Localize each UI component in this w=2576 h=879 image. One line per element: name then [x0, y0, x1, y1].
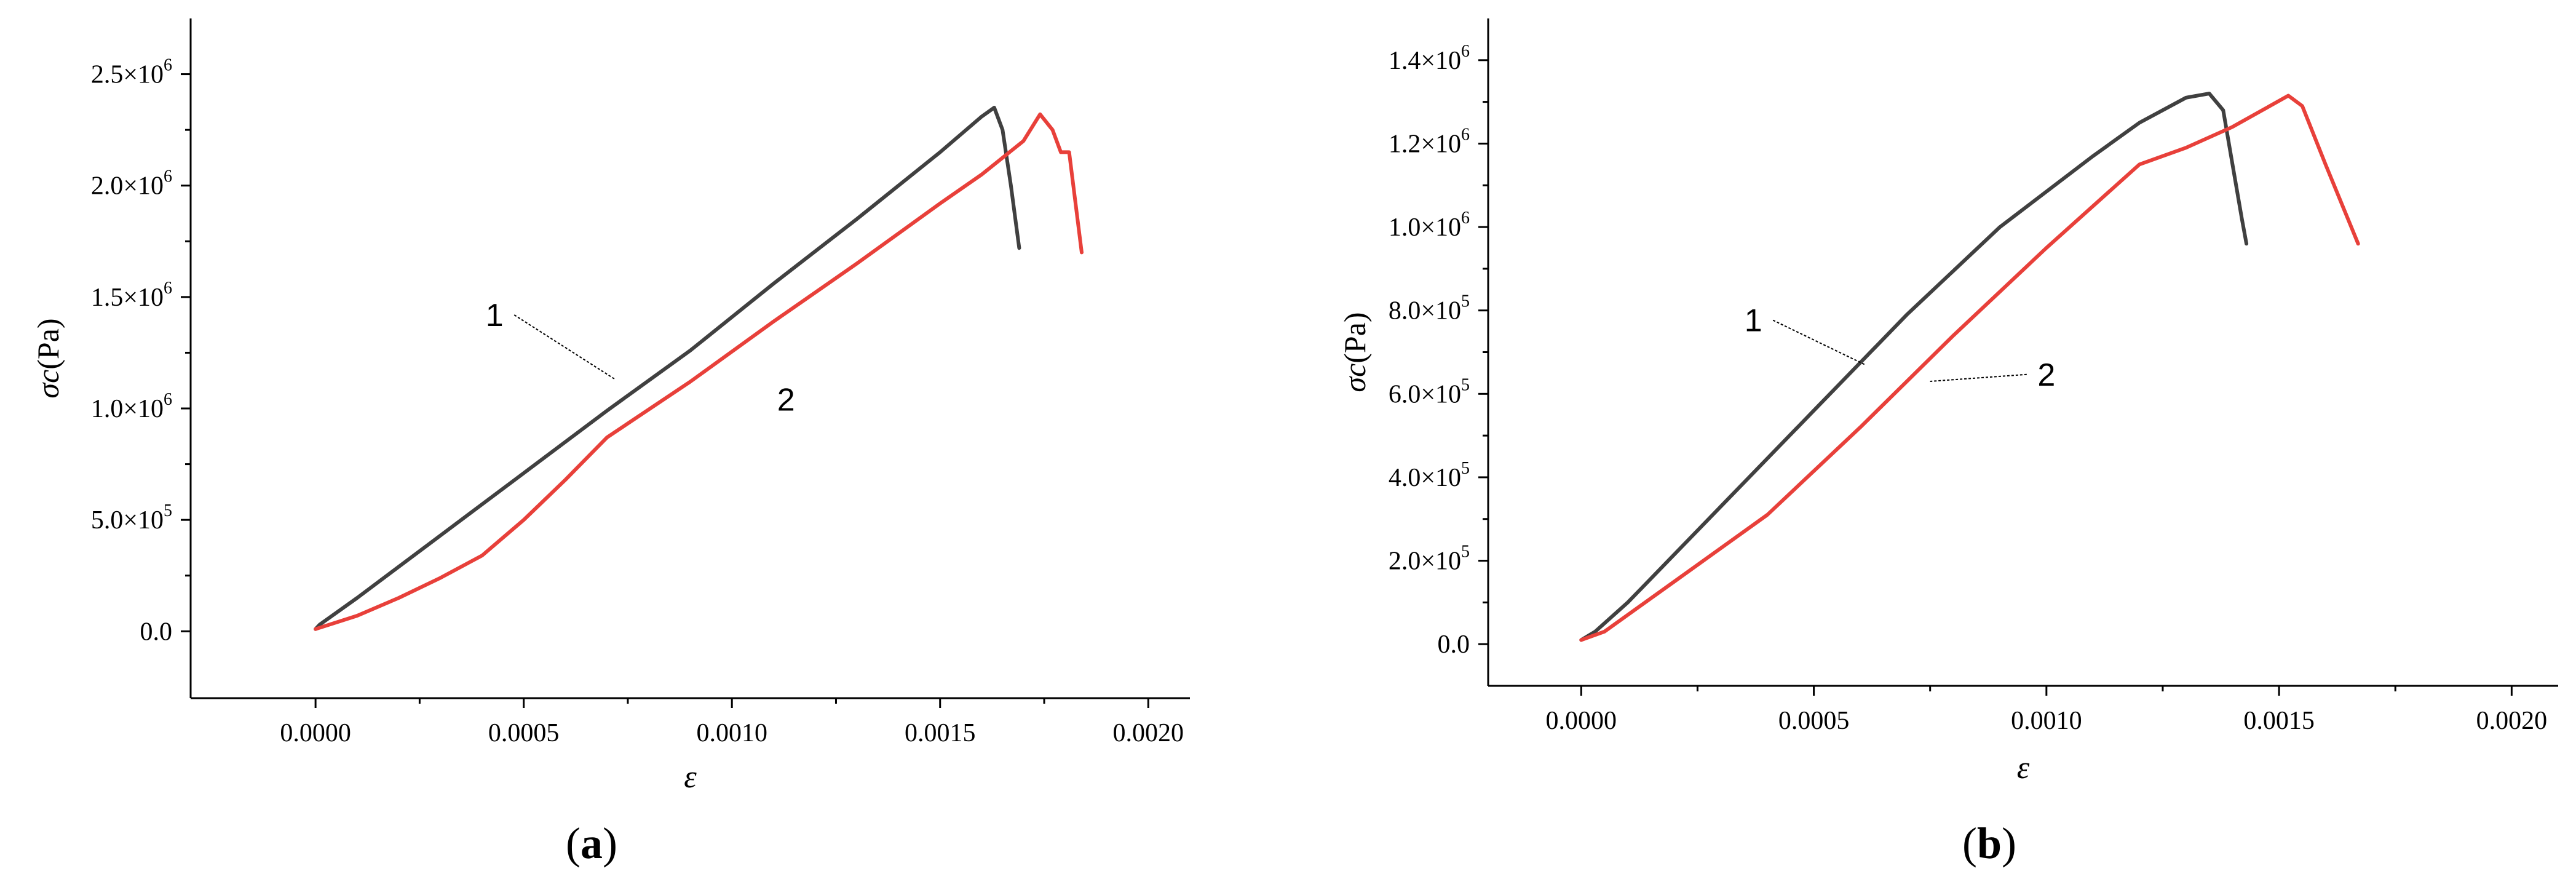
x-tick-label: 0.0010: [2011, 707, 2082, 735]
x-tick-label: 0.0015: [2243, 707, 2315, 735]
x-axis-title: ε: [684, 760, 697, 795]
y-tick-label: 2.5×106: [91, 56, 172, 89]
panel-label: (a): [566, 819, 617, 868]
x-tick-label: 0.0000: [280, 719, 351, 747]
x-tick-label: 0.0020: [1113, 719, 1184, 747]
y-tick-label: 0.0: [140, 618, 173, 646]
series-line-2: [314, 112, 1084, 631]
y-tick-label: 4.0×105: [1389, 459, 1470, 492]
y-tick-label: 1.4×106: [1389, 42, 1470, 75]
curve-annotation: 1: [1745, 303, 1762, 339]
panel-a: 0.0000 0.0005 0.0010 0.0015 0.0020 0.0 5.0×105…: [31, 18, 1190, 868]
x-tick-label: 0.0015: [905, 719, 976, 747]
x-tick-label: 0.0000: [1546, 707, 1617, 735]
annotation-leader: [1930, 373, 2027, 382]
y-tick-label: 1.5×106: [91, 279, 172, 312]
y-tick-label: 1.2×106: [1389, 125, 1470, 158]
x-tick-label: 0.0005: [1778, 707, 1850, 735]
y-tick-label: 2.0×105: [1389, 543, 1470, 576]
curve-annotation: 2: [2037, 357, 2055, 393]
x-tick-label: 0.0005: [488, 719, 560, 747]
curve-annotation: 2: [777, 383, 795, 418]
annotation-leader: [513, 314, 616, 380]
y-tick-label: 1.0×106: [91, 390, 172, 423]
y-axis-title: σc(Pa): [31, 318, 65, 398]
curve-annotation: 1: [486, 298, 504, 333]
y-tick-label: 8.0×105: [1389, 292, 1470, 325]
x-tick-label: 0.0010: [696, 719, 767, 747]
panel-label: (b): [1962, 819, 2016, 868]
x-tick-label: 0.0020: [2476, 707, 2548, 735]
series-line-1: [1579, 92, 2249, 642]
y-tick-label: 6.0×105: [1389, 375, 1470, 408]
y-axis-title: σc(Pa): [1338, 312, 1372, 392]
y-tick-label: 2.0×106: [91, 167, 172, 201]
y-tick-label: 5.0×105: [91, 501, 172, 535]
y-tick-label: 0.0: [1438, 630, 1470, 659]
annotation-leader: [1772, 319, 1866, 365]
series-line-2: [1579, 93, 2360, 642]
x-axis-title: ε: [2017, 750, 2030, 786]
y-tick-label: 1.0×106: [1389, 209, 1470, 242]
series-line-1: [314, 105, 1021, 631]
panel-b: 0.0000 0.0005 0.0010 0.0015 0.0020 0.0 2.0×105…: [1338, 18, 2558, 868]
